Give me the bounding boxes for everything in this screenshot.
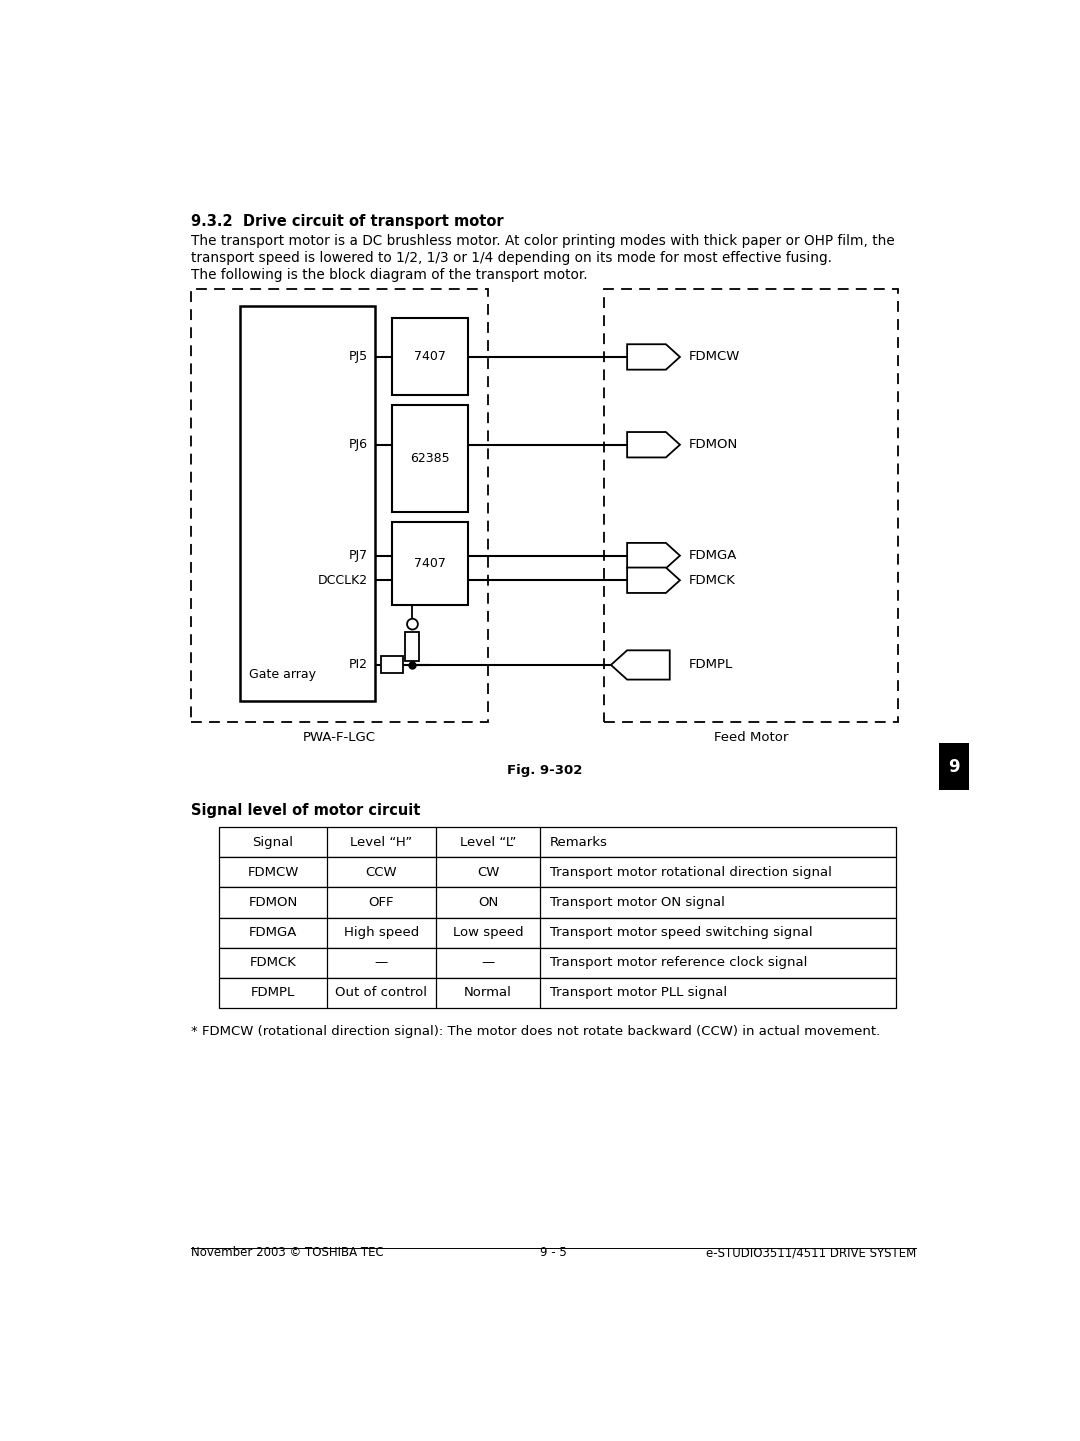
Text: —: — — [375, 955, 388, 968]
Text: Level “L”: Level “L” — [460, 836, 516, 849]
Text: November 2003 © TOSHIBA TEC: November 2003 © TOSHIBA TEC — [191, 1246, 383, 1259]
Text: CCW: CCW — [366, 866, 397, 879]
Text: PJ5: PJ5 — [349, 350, 367, 363]
Text: Normal: Normal — [464, 986, 512, 999]
Text: FDMCK: FDMCK — [249, 955, 296, 968]
Bar — [604, 290, 899, 722]
Text: e-STUDIO3511/4511 DRIVE SYSTEM: e-STUDIO3511/4511 DRIVE SYSTEM — [706, 1246, 916, 1259]
Bar — [392, 318, 469, 395]
Text: 9 - 5: 9 - 5 — [540, 1246, 567, 1259]
Text: Low speed: Low speed — [453, 927, 524, 940]
Polygon shape — [611, 650, 670, 680]
Text: The transport motor is a DC brushless motor. At color printing modes with thick : The transport motor is a DC brushless mo… — [191, 233, 894, 248]
Text: transport speed is lowered to 1/2, 1/3 or 1/4 depending on its mode for most eff: transport speed is lowered to 1/2, 1/3 o… — [191, 251, 832, 265]
Text: Transport motor PLL signal: Transport motor PLL signal — [550, 986, 727, 999]
Text: PWA-F-LGC: PWA-F-LGC — [302, 731, 376, 744]
Text: FDMGA: FDMGA — [248, 927, 297, 940]
Circle shape — [407, 618, 418, 630]
Text: Signal level of motor circuit: Signal level of motor circuit — [191, 803, 420, 818]
Bar — [218, 977, 896, 1007]
Polygon shape — [627, 568, 680, 592]
Text: 9: 9 — [948, 758, 960, 775]
Bar — [218, 857, 896, 888]
Text: Remarks: Remarks — [550, 836, 607, 849]
Text: DCCLK2: DCCLK2 — [318, 574, 367, 586]
Text: High speed: High speed — [343, 927, 419, 940]
Text: Level “H”: Level “H” — [350, 836, 413, 849]
Text: Signal: Signal — [253, 836, 294, 849]
Text: 7407: 7407 — [415, 556, 446, 569]
Text: FDMCW: FDMCW — [689, 350, 741, 363]
Text: Transport motor speed switching signal: Transport motor speed switching signal — [550, 927, 812, 940]
Text: Transport motor ON signal: Transport motor ON signal — [550, 896, 725, 909]
Text: FDMPL: FDMPL — [689, 659, 733, 672]
Bar — [381, 657, 403, 673]
Text: The following is the block diagram of the transport motor.: The following is the block diagram of th… — [191, 268, 588, 281]
Text: CW: CW — [477, 866, 499, 879]
Text: Transport motor rotational direction signal: Transport motor rotational direction sig… — [550, 866, 832, 879]
Bar — [218, 827, 896, 857]
Text: PJ7: PJ7 — [349, 549, 367, 562]
Text: Gate array: Gate array — [248, 667, 316, 680]
Text: * FDMCW (rotational direction signal): The motor does not rotate backward (CCW) : * FDMCW (rotational direction signal): T… — [191, 1025, 880, 1038]
Text: FDMCK: FDMCK — [689, 574, 737, 586]
Text: PI2: PI2 — [349, 659, 367, 672]
Polygon shape — [627, 543, 680, 568]
Text: 62385: 62385 — [410, 452, 450, 465]
Text: PJ6: PJ6 — [349, 438, 367, 451]
Polygon shape — [627, 432, 680, 457]
Text: FDMCW: FDMCW — [247, 866, 299, 879]
Text: FDMPL: FDMPL — [251, 986, 295, 999]
Bar — [218, 948, 896, 977]
Text: —: — — [482, 955, 495, 968]
Text: Out of control: Out of control — [336, 986, 428, 999]
Text: FDMON: FDMON — [689, 438, 739, 451]
Text: ON: ON — [477, 896, 498, 909]
Bar — [218, 918, 896, 948]
Text: Transport motor reference clock signal: Transport motor reference clock signal — [550, 955, 807, 968]
Text: 9.3.2  Drive circuit of transport motor: 9.3.2 Drive circuit of transport motor — [191, 213, 503, 229]
Bar — [405, 631, 419, 661]
Bar — [392, 522, 469, 605]
Text: Feed Motor: Feed Motor — [714, 731, 788, 744]
Text: FDMGA: FDMGA — [689, 549, 738, 562]
Bar — [940, 744, 969, 790]
Bar — [191, 290, 488, 722]
Polygon shape — [627, 344, 680, 370]
Text: 7407: 7407 — [415, 350, 446, 363]
Bar — [240, 305, 375, 702]
Bar — [218, 888, 896, 918]
Text: OFF: OFF — [368, 896, 394, 909]
Bar — [392, 405, 469, 513]
Text: Fig. 9-302: Fig. 9-302 — [507, 764, 582, 777]
Text: FDMON: FDMON — [248, 896, 298, 909]
